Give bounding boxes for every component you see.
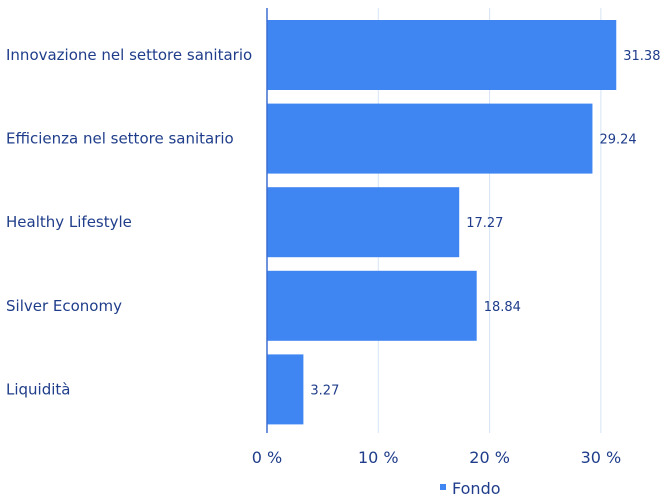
value-label: 17.27 <box>466 216 503 231</box>
bar <box>267 354 304 425</box>
x-tick-label: 0 % <box>252 448 282 467</box>
value-label: 18.84 <box>484 300 521 315</box>
legend-swatch <box>440 484 446 490</box>
x-tick-label: 30 % <box>581 448 622 467</box>
bar <box>267 20 617 90</box>
category-label: Efficienza nel settore sanitario <box>6 130 234 148</box>
bar <box>267 270 477 341</box>
value-label: 31.38 <box>623 49 660 64</box>
x-tick-label: 10 % <box>358 448 399 467</box>
value-labels: 31.38 29.24 17.27 18.84 3.27 <box>310 49 660 398</box>
value-label: 29.24 <box>599 133 636 148</box>
x-tick-labels: 0 % 10 % 20 % 30 % <box>252 448 621 467</box>
bar <box>267 103 593 174</box>
category-label: Innovazione nel settore sanitario <box>6 46 252 64</box>
category-labels: Innovazione nel settore sanitario Efficie… <box>6 46 252 398</box>
legend-label: Fondo <box>452 479 501 497</box>
category-label: Liquidità <box>6 380 70 398</box>
legend: Fondo <box>440 479 501 497</box>
bar <box>267 187 460 258</box>
value-label: 3.27 <box>310 383 339 398</box>
bars <box>267 20 617 425</box>
x-tick-label: 20 % <box>469 448 510 467</box>
category-label: Silver Economy <box>6 297 122 315</box>
category-label: Healthy Lifestyle <box>6 213 132 231</box>
